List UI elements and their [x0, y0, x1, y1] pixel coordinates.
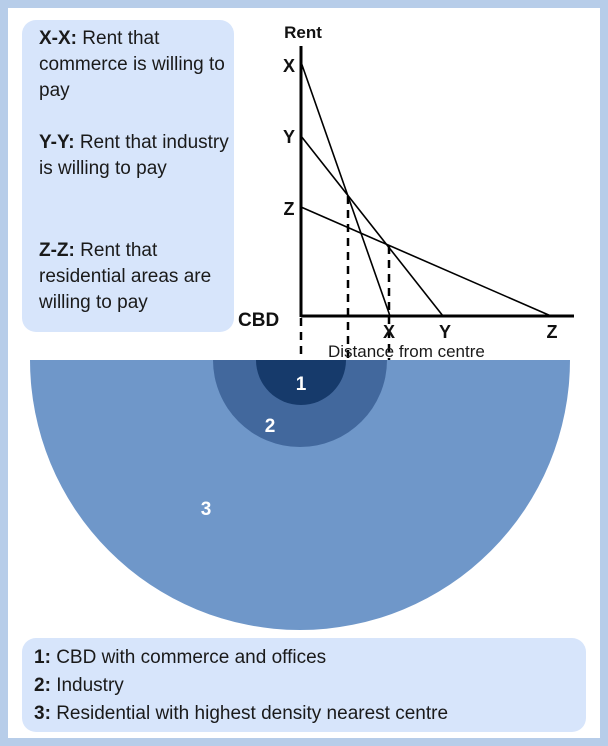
cbd-origin-label: CBD: [238, 310, 279, 331]
rent-axis-label: Rent: [284, 23, 322, 42]
y-tick-y: Y: [283, 127, 295, 147]
industry-rent-line: [300, 135, 444, 317]
residential-rent-line: [300, 206, 552, 317]
zone-key-residential: 3: Residential with highest density near…: [34, 703, 449, 724]
rent-key-commerce: X-X: Rent that commerce is willing to pa…: [39, 28, 225, 101]
zone-2-label: 2: [265, 416, 276, 437]
x-tick-y: Y: [439, 322, 451, 342]
zone-1-area: [256, 360, 346, 405]
zone-key-industry: 2: Industry: [34, 675, 124, 696]
rent-key-residential: Z-Z: Rent that residential areas are wil…: [39, 240, 212, 313]
x-tick-x: X: [383, 322, 395, 342]
rent-key-panel: X-X: Rent that commerce is willing to pa…: [22, 20, 234, 332]
zone-3-label: 3: [201, 499, 212, 520]
y-tick-z: Z: [284, 199, 295, 219]
distance-axis-label: Distance from centre: [328, 342, 485, 361]
rent-key-industry: Y-Y: Rent that industry is willing to pa…: [39, 132, 229, 179]
y-tick-x: X: [283, 56, 295, 76]
zone-3-area: [30, 360, 570, 630]
x-tick-z: Z: [547, 322, 558, 342]
commerce-rent-line: [300, 61, 391, 317]
zone-key-cbd: 1: CBD with commerce and offices: [34, 647, 327, 668]
zone-1-label: 1: [296, 374, 307, 395]
zone-key-panel: 1: CBD with commerce and offices 2: Indu…: [22, 638, 586, 732]
